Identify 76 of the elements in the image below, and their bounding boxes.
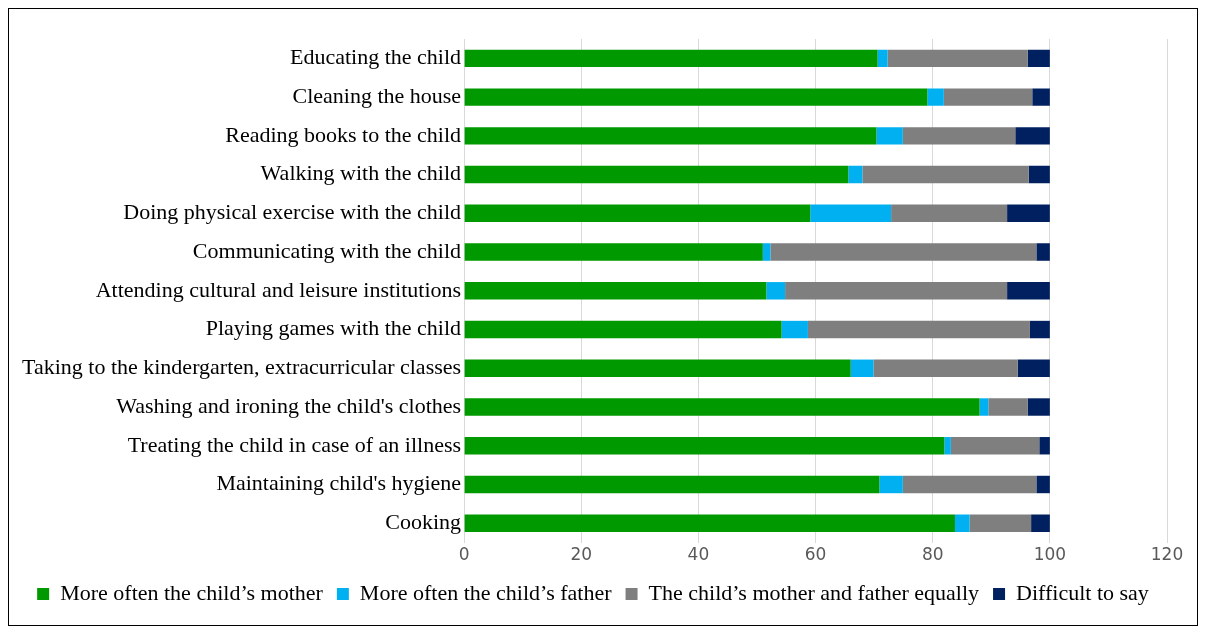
bar <box>848 165 863 184</box>
y-tick-label: Cleaning the house <box>292 82 462 108</box>
bar <box>464 320 782 339</box>
bar <box>950 437 1040 455</box>
bar <box>954 514 970 532</box>
y-tick-label: Communicating with the child <box>192 237 462 263</box>
bar <box>762 243 771 261</box>
bar <box>464 514 955 532</box>
bar <box>464 49 878 68</box>
bar <box>850 359 874 377</box>
bar <box>464 204 811 223</box>
x-tick-label: 60 <box>804 544 827 565</box>
bar <box>464 127 877 145</box>
bar <box>891 204 1008 223</box>
bar <box>1028 165 1050 184</box>
bar <box>1027 398 1050 416</box>
y-tick-label: Treating the child in case of an illness <box>127 431 462 457</box>
bar <box>1017 359 1050 377</box>
bar <box>1029 320 1050 339</box>
bar <box>1027 49 1050 68</box>
bar <box>766 282 786 300</box>
y-tick-label: Attending cultural and leisure institutions <box>95 276 462 302</box>
bar <box>464 88 928 106</box>
x-tick-label: 100 <box>1033 544 1067 565</box>
bar <box>464 165 849 184</box>
bar <box>887 49 1028 68</box>
bar <box>1031 514 1050 532</box>
bar <box>862 165 1029 184</box>
bar <box>943 88 1033 106</box>
bar <box>781 320 808 339</box>
bar <box>979 398 989 416</box>
y-tick-label: Walking with the child <box>260 160 462 186</box>
bar <box>927 88 944 106</box>
bar <box>969 514 1032 532</box>
y-tick-label: Taking to the kindergarten, extracurricular classes <box>21 354 462 380</box>
legend-label: Difficult to say <box>1016 579 1149 605</box>
bar <box>770 243 1037 261</box>
bar <box>902 475 1037 494</box>
y-tick-label: Educating the child <box>290 44 462 70</box>
legend-label: The child’s mother and father equally <box>648 579 980 605</box>
bar <box>879 475 903 494</box>
bar <box>464 475 880 494</box>
y-tick-label: Reading books to the child <box>225 121 462 147</box>
y-tick-label: Cooking <box>385 509 462 535</box>
bar <box>944 437 951 455</box>
bar <box>464 359 851 377</box>
x-tick-label: 120 <box>1150 544 1184 565</box>
x-tick-label: 0 <box>458 544 470 565</box>
bar <box>464 282 767 300</box>
bar <box>873 359 1018 377</box>
bar <box>1036 475 1050 494</box>
bar <box>902 127 1016 145</box>
bar <box>1007 204 1050 223</box>
bar <box>785 282 1008 300</box>
y-tick-label: Doing physical exercise with the child <box>123 199 462 225</box>
bar <box>1039 437 1050 455</box>
bar <box>988 398 1028 416</box>
legend-label: More often the child’s father <box>359 579 613 605</box>
y-tick-label: Washing and ironing the child's clothes <box>116 392 462 418</box>
bar <box>1032 88 1050 106</box>
x-tick-label: 40 <box>687 544 710 565</box>
bar <box>1007 282 1050 300</box>
bar <box>1036 243 1050 261</box>
x-tick-label: 80 <box>921 544 944 565</box>
x-tick-label: 20 <box>570 544 593 565</box>
bar <box>464 398 980 416</box>
legend-label: More often the child’s mother <box>60 579 324 605</box>
bar <box>810 204 892 223</box>
bar <box>807 320 1030 339</box>
bar <box>876 127 903 145</box>
y-tick-label: Playing games with the child <box>205 315 462 341</box>
bar <box>464 437 945 455</box>
bar <box>877 49 888 68</box>
y-tick-label: Maintaining child's hygiene <box>216 470 462 496</box>
bar <box>464 243 763 261</box>
bar <box>1015 127 1050 145</box>
